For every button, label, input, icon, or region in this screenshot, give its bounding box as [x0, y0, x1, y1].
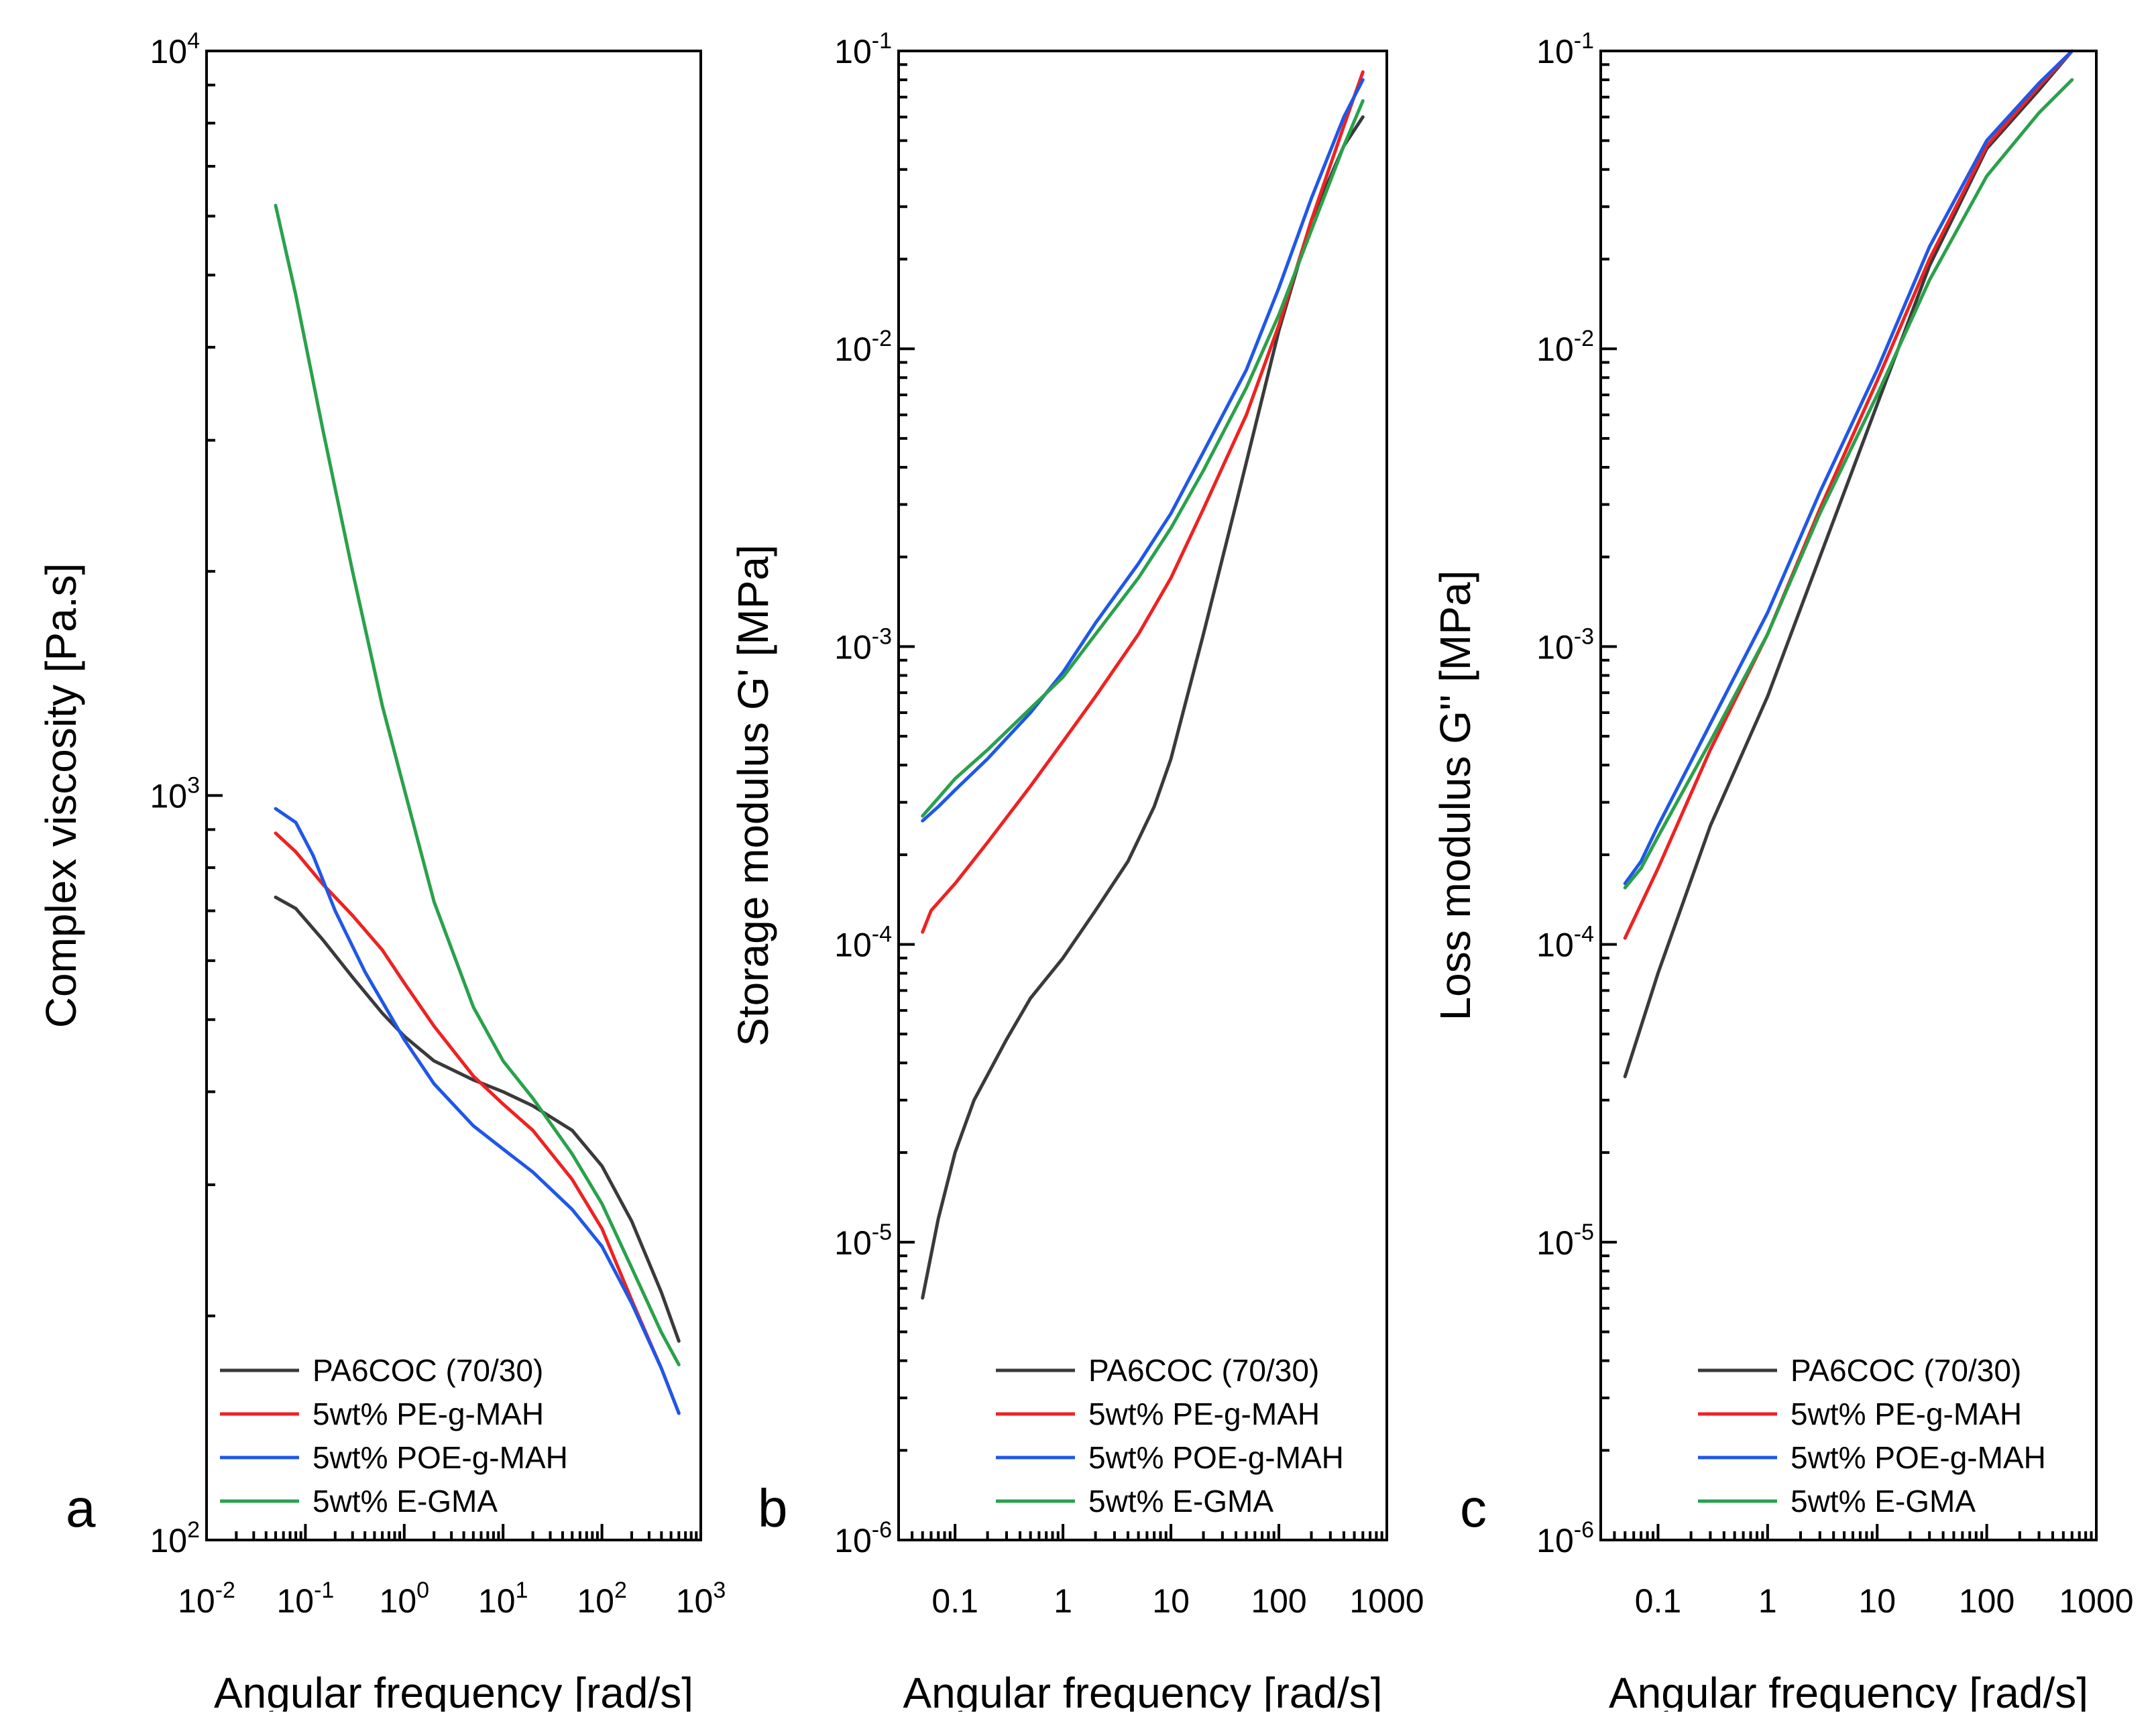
y-tick-label: 10-4: [1536, 922, 1594, 964]
x-tick-label: 10-2: [178, 1578, 235, 1620]
x-tick-label: 100: [380, 1578, 430, 1620]
y-tick-label: 10-2: [834, 326, 892, 368]
y-axis-label: Loss modulus G'' [MPa]: [1431, 571, 1479, 1021]
panel-letter: a: [66, 1478, 96, 1538]
series-line-1: [921, 115, 1365, 1300]
x-tick-label: 1000: [2059, 1582, 2133, 1620]
x-axis-ticks: [897, 1524, 1388, 1540]
plot-frame: [1599, 50, 2098, 1541]
x-tick-labels: 0.1 1 10 100 1000: [1635, 1582, 2134, 1620]
panel-a: 10-2 10-1 100 101 102 103 102 103 104 Angular fre…: [37, 28, 726, 1715]
x-axis-label: Angular frequency [rad/s]: [1609, 1669, 2088, 1712]
series-line-2: [1623, 49, 2074, 940]
series-line-3: [921, 78, 1365, 823]
y-axis-label: Storage modulus G' [MPa]: [729, 544, 777, 1047]
legend: PA6COC (70/30) 5wt% PE-g-MAH 5wt% POE-g-MA…: [220, 1353, 568, 1519]
panel-letter: b: [758, 1478, 788, 1538]
y-tick-labels: 102 103 104: [150, 28, 200, 1559]
legend-label: 5wt% POE-g-MAH: [313, 1440, 568, 1475]
x-tick-label: 101: [478, 1578, 528, 1620]
legend-label: 5wt% PE-g-MAH: [1791, 1397, 2022, 1431]
y-axis-ticks: [1601, 50, 1617, 1541]
y-tick-label: 10-3: [1536, 624, 1594, 666]
plot-frame: [897, 50, 1388, 1541]
y-tick-label: 10-5: [834, 1220, 892, 1262]
series-line-2: [921, 70, 1365, 934]
y-tick-label: 10-1: [834, 28, 892, 70]
x-tick-label: 103: [676, 1578, 726, 1620]
y-tick-label: 10-6: [834, 1517, 892, 1559]
x-tick-label: 10: [1152, 1582, 1190, 1620]
y-tick-label: 10-6: [1536, 1517, 1594, 1559]
x-tick-label: 10-1: [276, 1578, 334, 1620]
x-tick-label: 1: [1054, 1582, 1072, 1620]
y-axis-label: Complex viscosity [Pa.s]: [37, 563, 85, 1028]
y-tick-labels: 10-6 10-5 10-4 10-3 10-2 10-1: [1536, 28, 1594, 1559]
legend-label: 5wt% PE-g-MAH: [1088, 1397, 1320, 1431]
legend-label: PA6COC (70/30): [313, 1353, 543, 1388]
x-tick-label: 100: [1251, 1582, 1306, 1620]
y-tick-labels: 10-6 10-5 10-4 10-3 10-2 10-1: [834, 28, 892, 1559]
y-tick-label: 10-3: [834, 624, 892, 666]
y-tick-label: 10-1: [1536, 28, 1594, 70]
legend: PA6COC (70/30) 5wt% PE-g-MAH 5wt% POE-g-MA…: [996, 1353, 1344, 1519]
x-tick-label: 10: [1858, 1582, 1896, 1620]
series-line-3: [274, 807, 681, 1415]
plot-frame: [205, 50, 702, 1541]
series-line-4: [921, 99, 1365, 818]
series-lines: [274, 204, 681, 1415]
y-tick-label: 10-4: [834, 922, 892, 964]
x-tick-label: 102: [577, 1578, 627, 1620]
x-tick-label: 0.1: [931, 1582, 978, 1620]
panel-letter: c: [1460, 1478, 1487, 1538]
x-axis-ticks: [1599, 1524, 2098, 1540]
x-tick-labels: 0.1 1 10 100 1000: [931, 1582, 1424, 1620]
x-tick-labels: 10-2 10-1 100 101 102 103: [178, 1578, 726, 1620]
x-tick-label: 1: [1758, 1582, 1777, 1620]
series-line-1: [1623, 49, 2074, 1079]
x-axis-label: Angular frequency [rad/s]: [903, 1669, 1382, 1712]
series-line-4: [1623, 78, 2074, 890]
legend-label: PA6COC (70/30): [1088, 1353, 1319, 1388]
x-axis-ticks: [205, 1524, 702, 1540]
legend-label: 5wt% POE-g-MAH: [1088, 1440, 1344, 1475]
series-line-2: [274, 831, 681, 1415]
x-tick-label: 0.1: [1635, 1582, 1682, 1620]
panel-b: 0.1 1 10 100 1000 10-6 10-5 10-4 10-3 10-2 10-1 Ang…: [729, 28, 1424, 1715]
legend-label: PA6COC (70/30): [1791, 1353, 2021, 1388]
y-axis-ticks: [207, 50, 223, 1541]
x-axis-label: Angular frequency [rad/s]: [214, 1669, 693, 1712]
series-line-1: [274, 895, 681, 1343]
legend-label: 5wt% POE-g-MAH: [1791, 1440, 2046, 1475]
y-axis-ticks: [899, 50, 915, 1541]
panel-c: 0.1 1 10 100 1000 10-6 10-5 10-4 10-3 10-2 10-1 Ang…: [1431, 28, 2134, 1715]
y-tick-label: 10-2: [1536, 326, 1594, 368]
y-tick-label: 102: [150, 1517, 200, 1559]
y-tick-label: 103: [150, 773, 200, 815]
x-tick-label: 1000: [1349, 1582, 1424, 1620]
series-lines: [921, 70, 1365, 1300]
legend-label: 5wt% E-GMA: [1791, 1484, 1976, 1519]
series-lines: [1623, 49, 2074, 1079]
x-tick-label: 100: [1959, 1582, 2015, 1620]
y-tick-label: 104: [150, 28, 200, 70]
legend-label: 5wt% PE-g-MAH: [313, 1397, 544, 1431]
legend-label: 5wt% E-GMA: [1088, 1484, 1273, 1519]
series-line-3: [1623, 49, 2074, 886]
y-tick-label: 10-5: [1536, 1220, 1594, 1262]
legend-label: 5wt% E-GMA: [313, 1484, 498, 1519]
legend: PA6COC (70/30) 5wt% PE-g-MAH 5wt% POE-g-MA…: [1698, 1353, 2046, 1519]
series-line-4: [274, 204, 681, 1366]
